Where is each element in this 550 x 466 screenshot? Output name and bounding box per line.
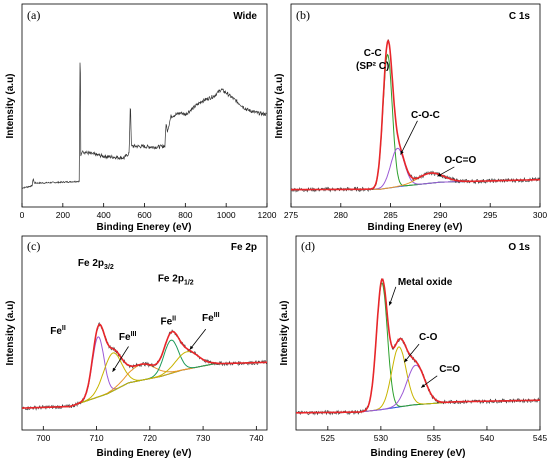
panel-d-x-ticks: 525 530 535 540 545	[321, 426, 547, 443]
arrow-c-o-c-head	[400, 150, 404, 155]
raw-data-line	[295, 278, 541, 416]
panel-d-ylabel: Intensity (a.u)	[279, 300, 290, 365]
arrow-fe-iii-a	[112, 346, 129, 372]
panel-d-frame	[295, 235, 541, 431]
panel-c-plot	[21, 321, 268, 411]
arrow-o-c-o-head	[437, 173, 442, 177]
annotation-c-o-c: C-O-C	[411, 110, 440, 121]
component-c-o	[296, 346, 540, 414]
component-satellite	[22, 361, 267, 409]
x-tick-label: 530	[374, 433, 388, 443]
survey-line	[21, 62, 268, 189]
panel-b-x-ticks: 275 280 285 290 295 300	[284, 203, 547, 220]
x-tick-label: 1000	[217, 210, 236, 220]
x-tick-label: 0	[20, 210, 25, 220]
x-tick-label: 600	[137, 210, 151, 220]
panel-a-ylabel: Intensity (a.u)	[5, 73, 16, 138]
annotation-o-c-o: O-C=O	[444, 155, 476, 166]
component-fe2-2p3-2	[22, 336, 267, 409]
panel-c-title: Fe 2p	[231, 242, 257, 253]
panel-a-xlabel: Binding Enerey (eV)	[96, 222, 191, 233]
x-tick-label: 300	[533, 210, 547, 220]
panel-c: (c) Fe 2p 700 710 720 730 740 Fe 2p3/2 Fe 2p1…	[5, 235, 268, 459]
panel-b-label: (b)	[296, 8, 310, 22]
arrow-fe-iii-a-head	[112, 367, 116, 372]
annotation-fe-ii-a: FeII	[50, 325, 66, 337]
panel-a: (a) Wide 0 200 400 600 800 1000 1200 Binding E…	[5, 3, 277, 233]
envelope-line	[22, 323, 267, 409]
arrow-c-o-c	[400, 120, 418, 155]
panel-d-annotations: Metal oxide C-O C=O	[388, 277, 460, 388]
x-tick-label: 290	[433, 210, 447, 220]
panel-b-plot	[290, 39, 541, 193]
panel-a-plot	[21, 62, 268, 189]
component-c-o-c	[291, 147, 541, 191]
x-tick-label: 730	[196, 433, 210, 443]
panel-c-label: (c)	[27, 239, 40, 253]
panel-d-label: (d)	[301, 239, 315, 253]
panel-b: (b) C 1s 275 280 285 290 295 300 C-C(SP² C)C-…	[274, 3, 547, 233]
annotation-c-double-o: C=O	[439, 364, 460, 375]
envelope-line	[296, 278, 540, 414]
panel-b-frame	[290, 3, 541, 208]
annotation-fe-iii-b: FeIII	[202, 312, 220, 324]
annotation-fe-iii-a: FeIII	[119, 331, 137, 343]
panel-d-plot	[295, 278, 541, 416]
annotation-fe-ii-b: FeII	[160, 315, 176, 327]
annotation-fe2p12: Fe 2p1/2	[158, 274, 194, 287]
panel-b-title: C 1s	[509, 11, 531, 22]
component-metal-oxide	[296, 282, 540, 414]
panel-a-title: Wide	[233, 11, 257, 22]
component-c-c	[291, 53, 541, 191]
envelope-line	[291, 39, 541, 191]
panel-c-ylabel: Intensity (a.u)	[5, 300, 16, 365]
x-tick-label: 710	[89, 433, 103, 443]
panel-a-label: (a)	[27, 8, 40, 22]
component-fe3-2p3-2	[22, 352, 267, 409]
arrow-c-o-head	[404, 358, 408, 363]
x-tick-label: 275	[284, 210, 298, 220]
arrow-fe-iii-b-head	[189, 345, 194, 350]
x-tick-label: 295	[483, 210, 497, 220]
component-fe3-2p1-2	[22, 351, 267, 409]
x-tick-label: 545	[533, 433, 547, 443]
arrow-c-o	[403, 343, 420, 363]
x-tick-label: 540	[480, 433, 494, 443]
arrow-fe-iii-b	[189, 328, 207, 350]
panel-c-x-ticks: 700 710 720 730 740	[36, 426, 264, 443]
x-tick-label: 200	[56, 210, 70, 220]
x-tick-label: 720	[143, 433, 157, 443]
panel-a-x-ticks: 0 200 400 600 800 1000 1200	[20, 203, 277, 220]
x-tick-label: 280	[334, 210, 348, 220]
x-tick-label: 285	[384, 210, 398, 220]
panel-c-xlabel: Binding Enerey (eV)	[96, 448, 191, 459]
annotation-c-c: C-C	[364, 48, 382, 59]
x-tick-label: 700	[36, 433, 50, 443]
arrow-metal-oxide-head	[388, 301, 393, 306]
x-tick-label: 800	[178, 210, 192, 220]
annotation-sp2-c: (SP² C)	[356, 61, 389, 72]
annotation-fe2p32: Fe 2p3/2	[78, 258, 114, 271]
panel-c-frame	[21, 235, 268, 431]
panel-b-xlabel: Binding Enerey (eV)	[367, 222, 462, 233]
background-line	[296, 399, 540, 414]
x-tick-label: 400	[97, 210, 111, 220]
x-tick-label: 525	[321, 433, 335, 443]
x-tick-label: 535	[427, 433, 441, 443]
panel-b-annotations: C-C (SP² C) C-O-C O-C=O	[356, 48, 477, 177]
panel-a-frame	[21, 3, 268, 208]
component-c-o	[296, 364, 540, 414]
background-line	[22, 361, 267, 409]
component-fe2-2p1-2	[22, 339, 267, 409]
panel-d-title: O 1s	[508, 242, 530, 253]
panel-d: (d) O 1s 525 530 535 540 545 Metal oxide C-O C…	[279, 235, 547, 459]
annotation-metal-oxide: Metal oxide	[398, 277, 453, 288]
x-tick-label: 1200	[258, 210, 277, 220]
x-tick-label: 740	[249, 433, 263, 443]
annotation-c-o: C-O	[419, 332, 438, 343]
panel-d-xlabel: Binding Enerey (eV)	[370, 448, 465, 459]
panel-b-ylabel: Intensity (a.u)	[274, 73, 285, 138]
arrow-c-double-o-head	[421, 384, 426, 388]
